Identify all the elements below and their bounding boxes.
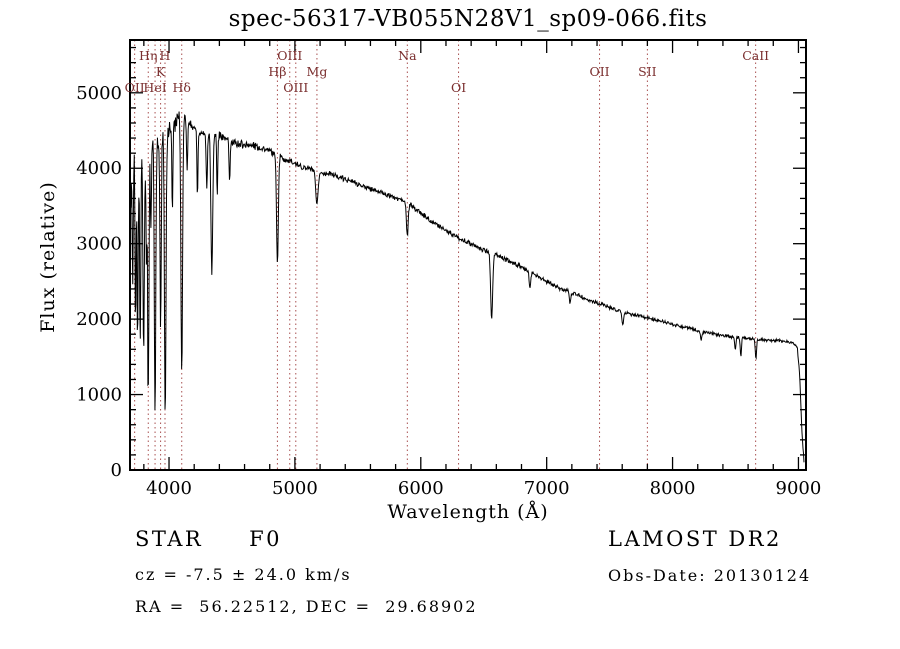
- spectral-line-label: OII: [589, 64, 609, 79]
- axis-ticks: [130, 40, 806, 471]
- spectral-line-label: Hβ: [268, 64, 286, 79]
- spectral-line-label: H: [160, 48, 171, 63]
- axis-tick-labels: 4000 5000 6000 7000 8000 9000 0 1000 2000 3000 400…: [76, 83, 821, 499]
- survey-text: LAMOST DR2: [608, 527, 782, 551]
- spectral-line-label: Hη: [139, 48, 157, 63]
- spectral-line-label: Hδ: [173, 80, 191, 95]
- x-tick-label: 8000: [650, 478, 696, 499]
- spectral-line-markers: [134, 40, 757, 470]
- cz-text: cz = -7.5 ± 24.0 km/s: [135, 565, 352, 584]
- y-axis-label: Flux (relative): [37, 181, 59, 333]
- object-class-text: STAR F0: [135, 527, 283, 551]
- spectral-line-label: OII: [125, 80, 145, 95]
- spectral-line-label: HeI: [143, 80, 166, 95]
- obs-date-text: Obs-Date: 20130124: [608, 566, 812, 585]
- y-tick-label: 1000: [76, 385, 122, 406]
- spectral-line-label: CaII: [742, 48, 769, 63]
- spectral-line-label: Na: [398, 48, 417, 63]
- x-axis-label: Wavelength (Å): [387, 501, 549, 523]
- spectral-line-label: K: [156, 64, 166, 79]
- plot-title: spec-56317-VB055N28V1_sp09-066.fits: [228, 6, 708, 32]
- x-tick-label: 7000: [524, 478, 570, 499]
- spectral-line-label: OI: [451, 80, 466, 95]
- spectral-line-label: OIII: [283, 80, 308, 95]
- x-tick-label: 9000: [776, 478, 822, 499]
- y-tick-label: 0: [111, 460, 122, 481]
- spectrum-trace: [129, 111, 805, 463]
- y-tick-label: 5000: [76, 83, 122, 104]
- spectral-line-label: SII: [638, 64, 657, 79]
- spectral-line-label: OIII: [277, 48, 302, 63]
- x-tick-label: 5000: [272, 478, 318, 499]
- spectral-line-label: Mg: [307, 64, 328, 79]
- x-tick-label: 4000: [146, 478, 192, 499]
- ra-dec-text: RA = 56.22512, DEC = 29.68902: [135, 597, 478, 616]
- y-tick-label: 2000: [76, 309, 122, 330]
- y-tick-label: 4000: [76, 158, 122, 179]
- y-tick-label: 3000: [76, 234, 122, 255]
- x-tick-label: 6000: [398, 478, 444, 499]
- plot-frame: [129, 39, 807, 471]
